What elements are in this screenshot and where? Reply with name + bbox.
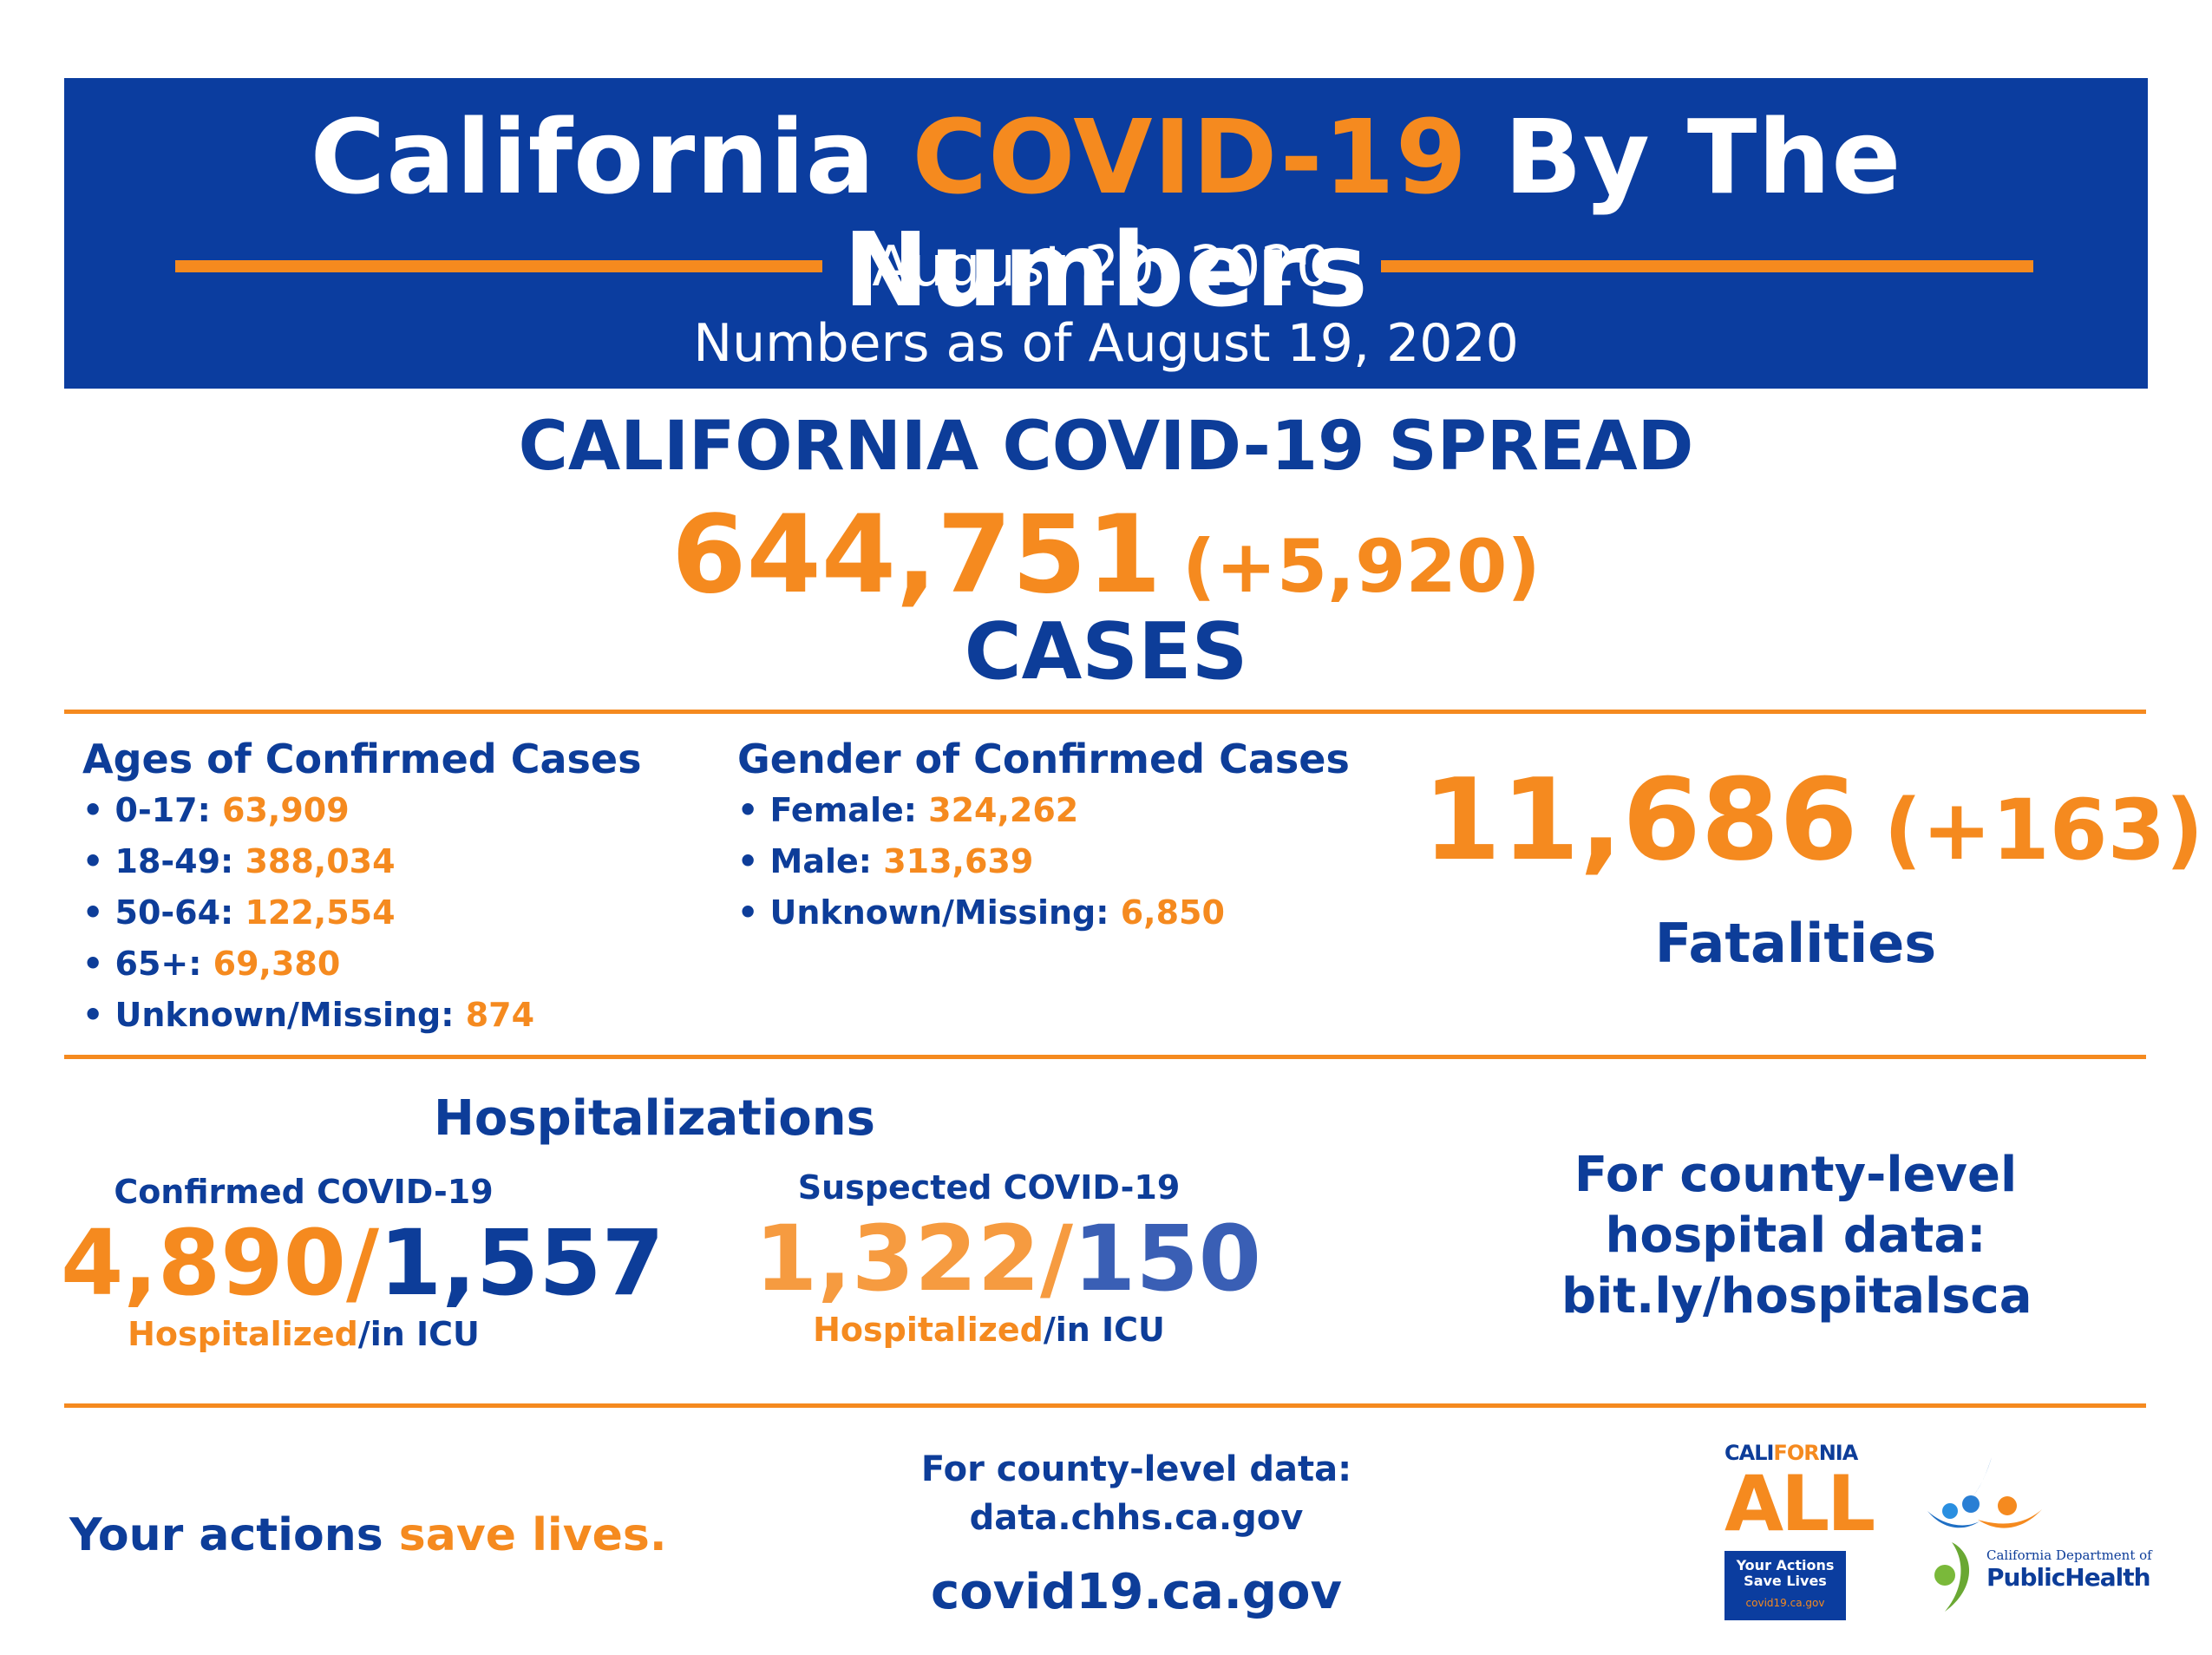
confirmed-numbers: 4,890/1,557 — [61, 1210, 664, 1316]
cdph-figures-icon — [1927, 1457, 2042, 1612]
wordmark-highlight: FOR — [1773, 1441, 1819, 1465]
gender-value: 313,639 — [883, 842, 1034, 880]
age-label: • 65+: — [82, 945, 213, 983]
confirmed-hospitalized-value: 4,890 — [61, 1210, 346, 1316]
total-cases-value: 644,751 — [671, 493, 1162, 618]
hospitalizations-title: Hospitalizations — [434, 1090, 875, 1147]
county-hospital-line1: For county-level — [1574, 1147, 2018, 1203]
list-item: • 18-49: 388,034 — [82, 836, 707, 887]
title-part2: By The Numbers — [843, 97, 1902, 330]
gender-value: 6,850 — [1120, 893, 1225, 932]
confirmed-sublabel: Hospitalized/in ICU — [61, 1313, 546, 1355]
all-wordmark: ALL — [1724, 1459, 1875, 1548]
fatalities-value: 11,686 — [1423, 754, 1858, 886]
county-hospital-data: For county-level hospital data: bit.ly/h… — [1561, 1145, 2032, 1327]
age-value: 388,034 — [245, 842, 396, 880]
age-label: • 0-17: — [82, 791, 223, 829]
cdph-dept: California Department of — [1986, 1547, 2152, 1563]
county-hospital-link[interactable]: bit.ly/hospitalsca — [1561, 1268, 2032, 1325]
gender-section: Gender of Confirmed Cases • Female: 324,… — [737, 733, 1397, 939]
age-value: 122,554 — [245, 893, 396, 932]
list-item: • Male: 313,639 — [737, 836, 1397, 887]
website-link[interactable]: covid19.ca.gov — [931, 1564, 1342, 1620]
badge-line2: Save Lives — [1744, 1573, 1827, 1589]
age-value: 63,909 — [222, 791, 350, 829]
gender-value: 324,262 — [928, 791, 1079, 829]
suspected-sublabel: Hospitalized/in ICU — [755, 1309, 1223, 1351]
fatalities-label: Fatalities — [1654, 912, 1937, 975]
gender-label: • Male: — [737, 842, 884, 880]
list-item: • 0-17: 63,909 — [82, 785, 707, 836]
total-cases: 644,751 (+5,920) — [0, 494, 2212, 627]
divider — [64, 1403, 2146, 1408]
list-item: • Unknown/Missing: 874 — [82, 990, 707, 1041]
cases-label: CASES — [964, 606, 1248, 697]
tagline-part2: save lives. — [398, 1509, 667, 1561]
wordmark-part1: CALI — [1724, 1441, 1774, 1465]
title-highlight: COVID-19 — [912, 97, 1468, 217]
suspected-numbers: 1,322/150 — [755, 1206, 1261, 1312]
california-wordmark: CALIFORNIA — [1724, 1440, 1858, 1466]
spread-title: CALIFORNIA COVID-19 SPREAD — [518, 408, 1694, 486]
divider — [64, 1055, 2146, 1059]
icu-sublabel: /in ICU — [1043, 1311, 1165, 1349]
hospitalized-sublabel: Hospitalized — [813, 1311, 1044, 1349]
suspected-icu-value: 150 — [1072, 1206, 1262, 1312]
cdph-logo: California Department of PublicHealth — [1926, 1447, 2160, 1620]
gender-label: • Unknown/Missing: — [737, 893, 1121, 932]
icu-sublabel: /in ICU — [357, 1315, 480, 1353]
age-label: • Unknown/Missing: — [82, 996, 466, 1034]
list-item: • 50-64: 122,554 — [82, 887, 707, 939]
fatalities-delta: (+163) — [1883, 782, 2204, 879]
tagline-part1: Your actions — [69, 1509, 399, 1561]
badge-line3: covid19.ca.gov — [1745, 1597, 1825, 1609]
title-part1: California — [310, 97, 913, 217]
suspected-label: Suspected COVID-19 — [797, 1168, 1181, 1207]
header-divider-right — [1381, 260, 2033, 272]
county-data: For county-level data: data.chhs.ca.gov — [867, 1445, 1405, 1542]
list-item: • Female: 324,262 — [737, 785, 1397, 836]
logo-badge: Your Actions Save Lives covid19.ca.gov — [1724, 1551, 1846, 1620]
confirmed-label: Confirmed COVID-19 — [114, 1173, 494, 1211]
age-label: • 50-64: — [82, 893, 245, 932]
california-all-logo: CALIFORNIA ALL Your Actions Save Lives c… — [1724, 1440, 1875, 1622]
list-item: • Unknown/Missing: 6,850 — [737, 887, 1397, 939]
gender-label: • Female: — [737, 791, 929, 829]
header-divider-left — [175, 260, 822, 272]
suspected-hospitalizations: Suspected COVID-19 1,322/150 Hospitalize… — [755, 1167, 1261, 1351]
gender-title: Gender of Confirmed Cases — [737, 736, 1350, 782]
tagline: Your actions save lives. — [69, 1508, 677, 1563]
hospitalized-sublabel: Hospitalized — [128, 1315, 358, 1353]
ages-section: Ages of Confirmed Cases • 0-17: 63,909 •… — [82, 733, 707, 1041]
wordmark-part2: NIA — [1818, 1441, 1859, 1465]
divider — [64, 710, 2146, 714]
slash-separator: / — [345, 1210, 379, 1316]
county-data-label: For county-level data: — [920, 1449, 1352, 1489]
ages-title: Ages of Confirmed Cases — [82, 736, 642, 782]
list-item: • 65+: 69,380 — [82, 939, 707, 990]
age-value: 874 — [465, 996, 535, 1034]
confirmed-hospitalizations: Confirmed COVID-19 4,890/1,557 Hospitali… — [61, 1171, 664, 1355]
county-data-link[interactable]: data.chhs.ca.gov — [969, 1498, 1304, 1538]
numbers-as-of: Numbers as of August 19, 2020 — [693, 313, 1519, 374]
county-hospital-line2: hospital data: — [1605, 1207, 1986, 1264]
total-cases-delta: (+5,920) — [1181, 524, 1541, 609]
slash-separator: / — [1039, 1206, 1073, 1312]
header-banner: California COVID-19 By The Numbers Augus… — [64, 78, 2148, 389]
report-date: August 20, 2020 — [872, 235, 1332, 299]
suspected-hospitalized-value: 1,322 — [755, 1206, 1040, 1312]
confirmed-icu-value: 1,557 — [378, 1210, 664, 1316]
badge-line1: Your Actions — [1736, 1557, 1835, 1573]
cdph-name: PublicHealth — [1986, 1563, 2151, 1592]
page-title: California COVID-19 By The Numbers — [64, 101, 2148, 326]
fatalities-count: 11,686 (+163) — [1423, 754, 2203, 895]
age-label: • 18-49: — [82, 842, 245, 880]
age-value: 69,380 — [213, 945, 341, 983]
